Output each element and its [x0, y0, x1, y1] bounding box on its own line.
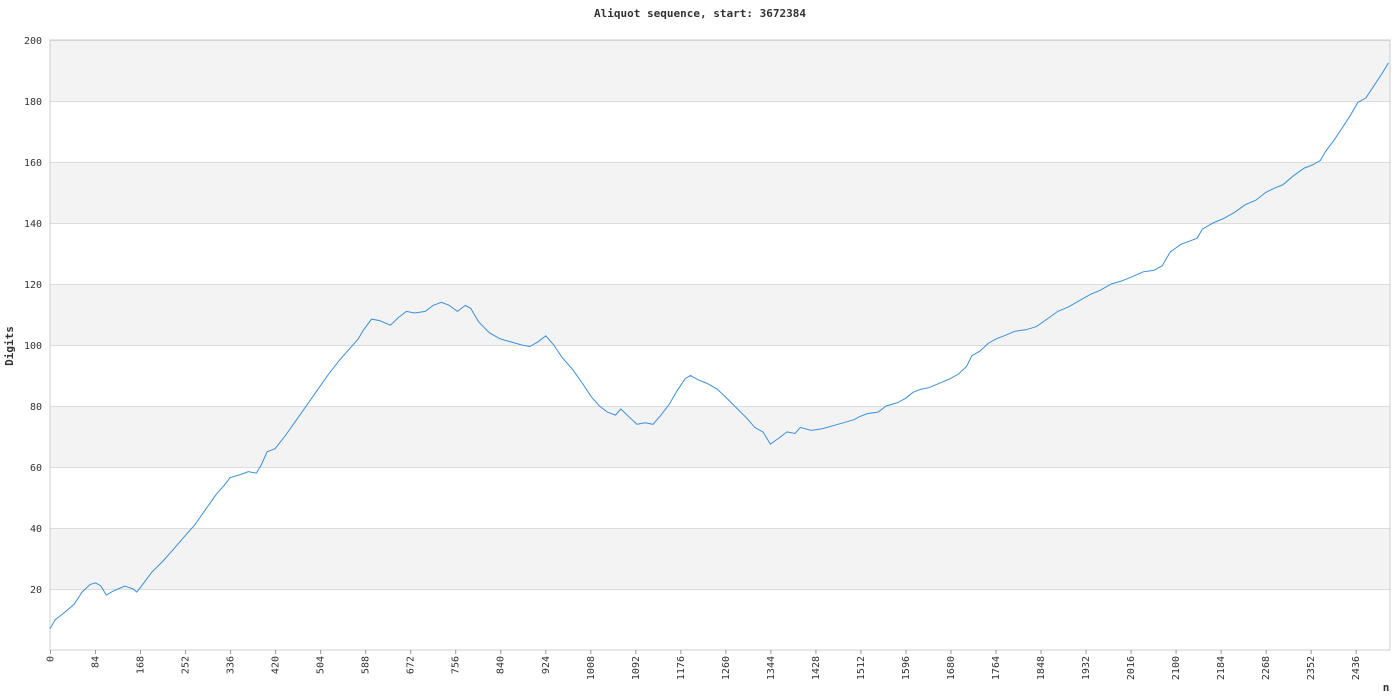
x-tick-label: 2436 — [1351, 656, 1362, 680]
x-tick-label: 336 — [226, 656, 237, 674]
x-tick-label: 168 — [136, 656, 147, 674]
band — [50, 162, 1390, 223]
x-tick-label: 1596 — [901, 656, 912, 680]
x-tick-label: 2100 — [1171, 656, 1182, 680]
y-tick-label: 20 — [30, 585, 42, 596]
x-tick-label: 1764 — [991, 656, 1002, 680]
x-tick-label: 252 — [181, 656, 192, 674]
y-axis-ticks: 20 40 60 80 100 120 140 160 180 200 — [24, 36, 42, 596]
band — [50, 528, 1390, 589]
plot-area-frame — [49, 39, 1391, 651]
x-tick-label: 2016 — [1126, 656, 1137, 680]
chart-title: Aliquot sequence, start: 3672384 — [594, 7, 806, 20]
y-axis-label: Digits — [3, 326, 16, 366]
x-tick-label: 1176 — [676, 656, 687, 680]
x-tick-label: 924 — [541, 656, 552, 674]
chart-background-bands — [50, 40, 1390, 650]
x-tick-label: 2184 — [1216, 656, 1227, 680]
x-tick-label: 1260 — [721, 656, 732, 680]
x-tick-label: 0 — [46, 656, 57, 662]
y-tick-label: 60 — [30, 463, 42, 474]
x-tick-label: 756 — [451, 656, 462, 674]
band — [50, 284, 1390, 345]
x-tick-label: 1428 — [811, 656, 822, 680]
x-tick-label: 1932 — [1081, 656, 1092, 680]
y-tick-label: 200 — [24, 36, 42, 47]
y-tick-label: 80 — [30, 402, 42, 413]
x-tick-label: 1008 — [586, 656, 597, 680]
band — [50, 406, 1390, 467]
band — [50, 589, 1390, 650]
y-tick-label: 180 — [24, 97, 42, 108]
x-tick-label: 672 — [406, 656, 417, 674]
x-tick-label: 1680 — [946, 656, 957, 680]
x-tick-label: 840 — [496, 656, 507, 674]
x-tick-label: 1092 — [631, 656, 642, 680]
y-tick-label: 120 — [24, 280, 42, 291]
x-tick-label: 588 — [361, 656, 372, 674]
x-tick-label: 420 — [271, 656, 282, 674]
y-tick-label: 160 — [24, 158, 42, 169]
x-tick-label: 1512 — [856, 656, 867, 680]
band — [50, 345, 1390, 406]
x-axis-label: n — [1383, 681, 1390, 694]
x-axis-ticks: 0 84 168 252 336 420 504 588 672 756 840 924 1008 109… — [46, 650, 1362, 680]
series-line — [49, 62, 1389, 629]
x-tick-label: 504 — [316, 656, 327, 674]
band — [50, 223, 1390, 284]
x-tick-label: 2268 — [1261, 656, 1272, 680]
y-tick-label: 40 — [30, 524, 42, 535]
x-tick-label: 1848 — [1036, 656, 1047, 680]
x-tick-label: 84 — [91, 656, 102, 668]
y-tick-label: 100 — [24, 341, 42, 352]
band — [50, 101, 1390, 162]
x-tick-label: 1344 — [766, 656, 777, 680]
x-tick-label: 2352 — [1306, 656, 1317, 680]
band — [50, 467, 1390, 528]
band — [50, 40, 1390, 101]
y-tick-label: 140 — [24, 219, 42, 230]
